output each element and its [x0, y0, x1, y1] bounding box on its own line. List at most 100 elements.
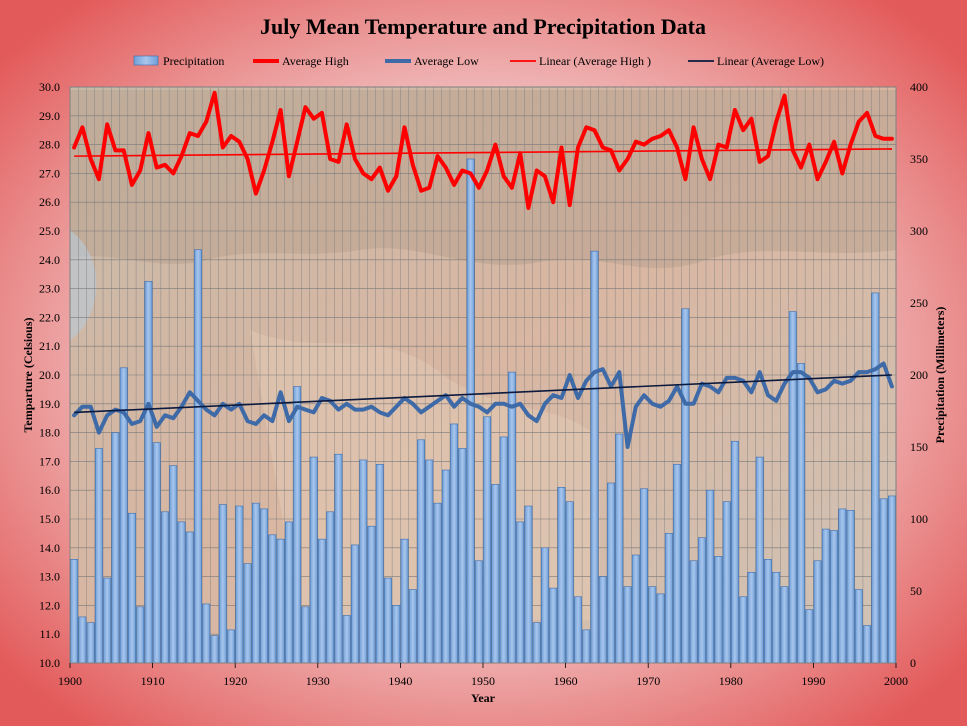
- precipitation-bar: [854, 589, 863, 664]
- precipitation-bar: [887, 495, 896, 664]
- precipitation-bar: [400, 538, 409, 664]
- precipitation-bar: [408, 589, 417, 664]
- y2-tick-label: 100: [910, 512, 928, 526]
- precipitation-bar: [565, 501, 574, 664]
- y2-tick-label: 0: [910, 656, 916, 670]
- legend-label: Average Low: [414, 54, 479, 68]
- precipitation-bar: [466, 158, 475, 664]
- average-low-line: [72, 361, 894, 449]
- y-tick-label: 29.0: [39, 109, 60, 123]
- precipitation-bar: [425, 459, 434, 664]
- y2-tick-label: 300: [910, 224, 928, 238]
- y-tick-label: 20.0: [39, 368, 60, 382]
- x-tick-label: 1950: [471, 674, 495, 688]
- y-tick-label: 22.0: [39, 310, 60, 324]
- precipitation-bar: [227, 629, 236, 664]
- precipitation-bar: [375, 463, 384, 664]
- y-tick-label: 15.0: [39, 512, 60, 526]
- grid: [70, 86, 897, 664]
- precipitation-bar: [144, 281, 153, 664]
- y-axis-ticks: 10.0 11.0 12.0 13.0 14.0 15.0 16.0 17.0 18.0 19.0…: [39, 80, 60, 670]
- precipitation-bar: [309, 456, 318, 664]
- legend-swatch-precipitation: [133, 55, 159, 66]
- precipitation-bar: [532, 622, 541, 664]
- x-axis-title: Year: [471, 691, 496, 705]
- y-tick-label: 16.0: [39, 483, 60, 497]
- precipitation-bar: [557, 487, 566, 664]
- precipitation-bar: [797, 363, 805, 664]
- y-tick-label: 23.0: [39, 282, 60, 296]
- precipitation-bar: [598, 576, 607, 664]
- precipitation-bar: [507, 371, 516, 664]
- precipitation-bar: [417, 439, 425, 664]
- precipitation-bar: [210, 635, 219, 664]
- plot-area: [69, 86, 897, 664]
- precipitation-bar: [384, 577, 392, 664]
- precipitation-bar: [136, 606, 145, 664]
- precipitation-bar: [301, 606, 310, 664]
- precipitation-bar: [863, 625, 872, 664]
- precipitation-bar: [615, 433, 624, 664]
- precipitation-bar: [284, 521, 293, 664]
- y-axis-title: Temparture (Celsious): [21, 318, 35, 433]
- y2-tick-label: 350: [910, 152, 928, 166]
- precipitation-bar: [243, 563, 252, 664]
- y-tick-label: 30.0: [39, 80, 60, 94]
- precipitation-bar: [689, 560, 698, 664]
- precipitation-bar: [805, 609, 814, 664]
- y2-axis-ticks: 0 50 100 150 200 250 300 350 400: [910, 80, 928, 670]
- y-tick-label: 10.0: [39, 656, 60, 670]
- precipitation-bar: [681, 308, 690, 664]
- precipitation-bar: [871, 292, 880, 664]
- precipitation-bar: [441, 469, 450, 664]
- legend-label: Average High: [282, 54, 349, 68]
- precipitation-bar: [664, 533, 673, 664]
- y-tick-label: 21.0: [39, 339, 60, 353]
- precipitation-bar: [821, 528, 830, 664]
- precipitation-bar: [772, 571, 781, 664]
- average-high-line: [72, 90, 894, 210]
- precipitation-bar: [838, 508, 847, 664]
- precipitation-bar: [755, 456, 764, 664]
- y2-tick-label: 150: [910, 440, 928, 454]
- precipitation-bar: [739, 596, 748, 664]
- precipitation-bar: [780, 586, 789, 664]
- precipitation-bar: [474, 560, 483, 664]
- precipitation-bar: [177, 521, 186, 664]
- x-tick-label: 1910: [141, 674, 165, 688]
- x-tick-label: 1900: [58, 674, 82, 688]
- precipitation-bar: [251, 502, 260, 664]
- x-tick-label: 1960: [554, 674, 578, 688]
- legend: Precipitation Average High Average Low Line…: [133, 54, 824, 68]
- precipitation-bar: [185, 531, 194, 664]
- precipitation-bar: [788, 311, 797, 664]
- precipitation-bar: [86, 622, 95, 664]
- precipitation-bar: [235, 505, 244, 664]
- x-axis-ticks: 1900 1910 1920 1930 1940 1950 1960 1970 1980 1990…: [58, 663, 908, 688]
- precipitation-bar: [574, 596, 582, 664]
- trend-high-line: [74, 148, 892, 157]
- precipitation-bar: [161, 511, 169, 664]
- precipitation-bar: [516, 521, 525, 664]
- precipitation-bar: [342, 615, 351, 664]
- precipitation-bar: [202, 603, 211, 664]
- y-tick-label: 19.0: [39, 397, 60, 411]
- precipitation-bar: [276, 538, 285, 664]
- legend-label: Precipitation: [163, 54, 224, 68]
- precipitation-bar: [697, 537, 706, 664]
- legend-label: Linear (Average Low): [717, 54, 824, 68]
- precipitation-bar: [367, 525, 376, 664]
- precipitation-bar: [524, 505, 533, 664]
- precipitation-bar: [813, 560, 822, 664]
- x-tick-label: 2000: [884, 674, 908, 688]
- precipitation-bar: [879, 498, 888, 664]
- precipitation-bar: [830, 530, 838, 664]
- precipitation-bar: [152, 442, 161, 664]
- precipitation-bar: [317, 538, 326, 664]
- precipitation-bar: [78, 616, 87, 664]
- precipitation-bar: [582, 629, 591, 664]
- precipitation-bar: [458, 448, 467, 664]
- precipitation-bar: [623, 586, 632, 664]
